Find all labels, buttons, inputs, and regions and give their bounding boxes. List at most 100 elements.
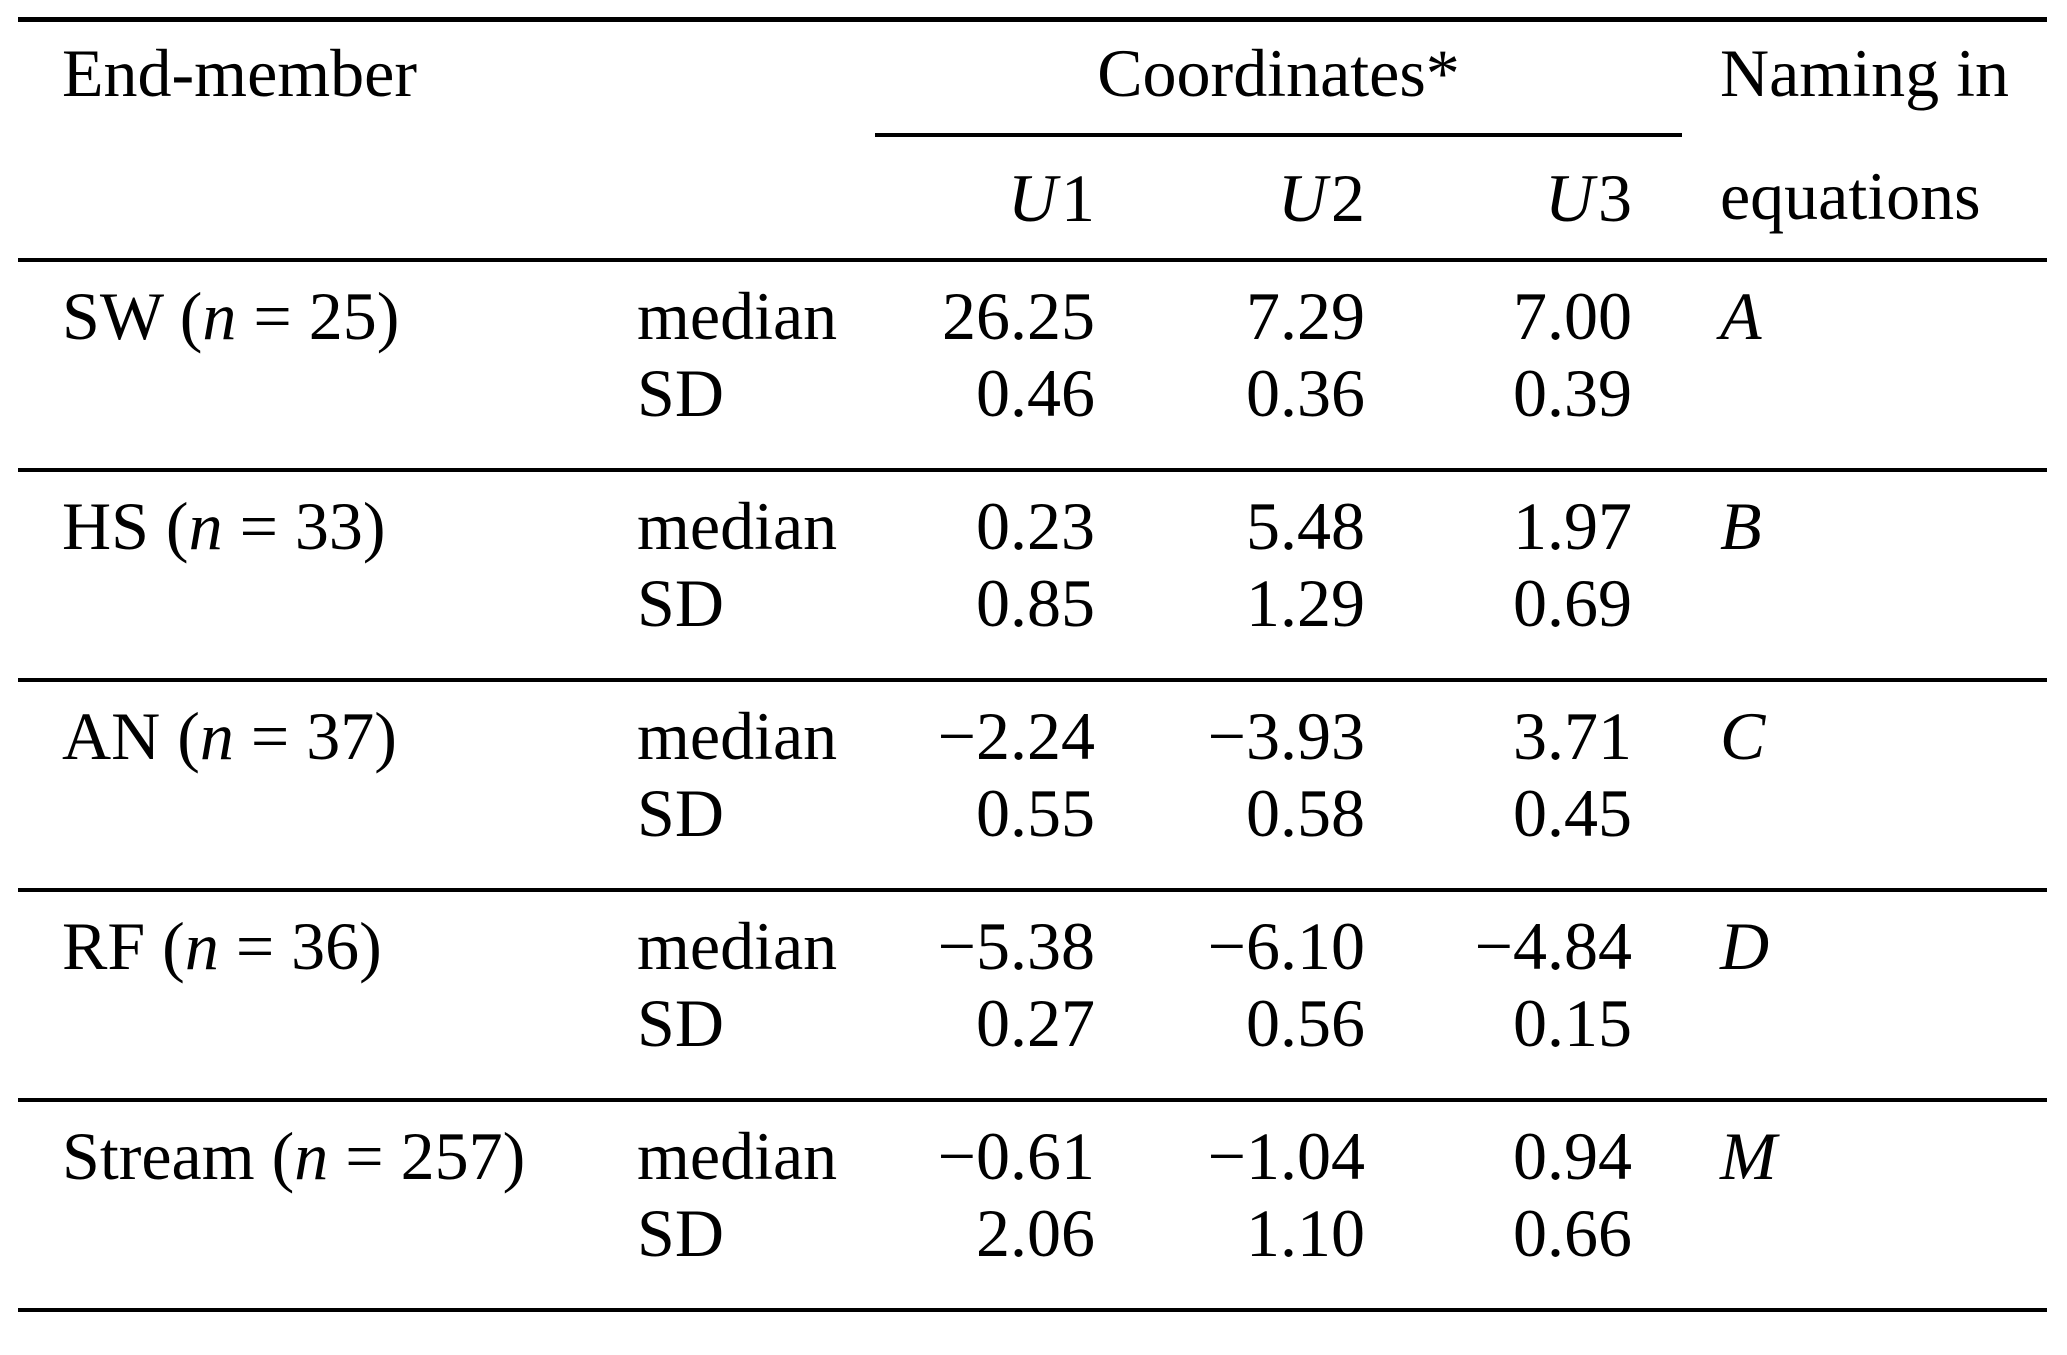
u2-column-header: U2 (1145, 134, 1415, 262)
table-row-rf-sd: SD 0.27 0.56 0.15 (18, 984, 2047, 1102)
empty-cell (1682, 354, 2047, 472)
label-text: Stream ( (62, 1117, 295, 1194)
u-number: 3 (1598, 159, 1632, 236)
u3-value: 0.69 (1415, 564, 1682, 682)
naming-header-line2: equations (1682, 134, 2047, 262)
label-text: HS ( (62, 487, 189, 564)
empty-cell (1682, 1194, 2047, 1312)
end-member-header: End-member (62, 35, 417, 111)
label-text: = 25) (236, 277, 400, 354)
stat-label-median: median (637, 1117, 838, 1194)
n-symbol: n (188, 487, 223, 564)
u3-value: 0.45 (1415, 774, 1682, 892)
empty-cell (18, 774, 600, 892)
end-member-label: Stream (n = 257) (18, 1100, 600, 1195)
u2-value: 0.58 (1145, 774, 1415, 892)
empty-cell (18, 1194, 600, 1312)
u2-value: 5.48 (1246, 487, 1365, 564)
end-member-label: SW (n = 25) (18, 260, 600, 355)
stat-label-median: median (637, 487, 838, 564)
n-symbol: n (199, 697, 234, 774)
stat-label-sd: SD (600, 564, 875, 682)
n-symbol: n (294, 1117, 329, 1194)
u3-column-header: U3 (1415, 134, 1682, 262)
u1-value: −0.61 (937, 1117, 1095, 1194)
empty-cell (1682, 774, 2047, 892)
empty-cell (1682, 564, 2047, 682)
label-text: SW ( (62, 277, 203, 354)
naming-value: D (1720, 907, 1770, 984)
table-row-hs-sd: SD 0.85 1.29 0.69 (18, 564, 2047, 682)
n-symbol: n (184, 907, 219, 984)
stat-label-median: median (637, 907, 838, 984)
label-text: = 37) (233, 697, 397, 774)
naming-header-line1: Naming in (1720, 35, 2009, 111)
label-text: = 36) (218, 907, 382, 984)
table-row-stream-sd: SD 2.06 1.10 0.66 (18, 1194, 2047, 1312)
u1-value: 26.25 (942, 277, 1095, 354)
stat-label-median: median (637, 697, 838, 774)
empty-cell (18, 354, 600, 472)
u2-value: 1.29 (1145, 564, 1415, 682)
u-letter: U (1007, 159, 1057, 236)
label-text: AN ( (62, 697, 200, 774)
u2-value: −1.04 (1207, 1117, 1365, 1194)
u1-value: 0.23 (976, 487, 1095, 564)
u3-value: 0.15 (1415, 984, 1682, 1102)
u3-value: 3.71 (1513, 697, 1632, 774)
empty-cell (1682, 984, 2047, 1102)
u3-value: 0.66 (1415, 1194, 1682, 1312)
label-text: RF ( (62, 907, 185, 984)
empty-cell (600, 20, 875, 135)
table-row-hs-median: HS (n = 33) median 0.23 5.48 1.97 B (18, 470, 2047, 565)
label-text: = 33) (222, 487, 386, 564)
empty-cell (600, 134, 875, 262)
stat-label-sd: SD (600, 1194, 875, 1312)
naming-value: M (1720, 1117, 1777, 1194)
u1-value: 0.46 (875, 354, 1145, 472)
table-row-sw-median: SW (n = 25) median 26.25 7.29 7.00 A (18, 260, 2047, 355)
naming-value: A (1720, 277, 1762, 354)
empty-cell (18, 134, 600, 262)
n-symbol: n (202, 277, 237, 354)
u-letter: U (1544, 159, 1594, 236)
label-text: = 257) (328, 1117, 526, 1194)
table-row-an-sd: SD 0.55 0.58 0.45 (18, 774, 2047, 892)
table-row-an-median: AN (n = 37) median −2.24 −3.93 3.71 C (18, 680, 2047, 775)
coordinates-group-header: Coordinates* (875, 19, 1682, 137)
table-row-stream-median: Stream (n = 257) median −0.61 −1.04 0.94… (18, 1100, 2047, 1195)
u3-value: 0.39 (1415, 354, 1682, 472)
u2-value: −6.10 (1207, 907, 1365, 984)
header-row-1: End-member Coordinates* Naming in (18, 19, 2047, 137)
u2-value: −3.93 (1207, 697, 1365, 774)
u2-value: 0.36 (1145, 354, 1415, 472)
table-row-sw-sd: SD 0.46 0.36 0.39 (18, 354, 2047, 472)
stat-label-median: median (637, 277, 838, 354)
naming-value: B (1720, 487, 1762, 564)
u2-value: 1.10 (1145, 1194, 1415, 1312)
stat-label-sd: SD (600, 354, 875, 472)
u2-value: 0.56 (1145, 984, 1415, 1102)
table-row-rf-median: RF (n = 36) median −5.38 −6.10 −4.84 D (18, 890, 2047, 985)
end-member-label: RF (n = 36) (18, 890, 600, 985)
header-row-2: U1 U2 U3 equations (18, 134, 2047, 262)
u1-value: 0.55 (875, 774, 1145, 892)
u3-value: 7.00 (1513, 277, 1632, 354)
u1-value: 0.27 (875, 984, 1145, 1102)
u-letter: U (1277, 159, 1327, 236)
end-member-coordinates-table: End-member Coordinates* Naming in U1 U2 … (18, 17, 2047, 1312)
u3-value: 1.97 (1513, 487, 1632, 564)
stat-label-sd: SD (600, 774, 875, 892)
u2-value: 7.29 (1246, 277, 1365, 354)
u-number: 1 (1061, 159, 1095, 236)
u1-value: −5.38 (937, 907, 1095, 984)
empty-cell (18, 984, 600, 1102)
u3-value: −4.84 (1474, 907, 1632, 984)
u1-value: 0.85 (875, 564, 1145, 682)
empty-cell (18, 564, 600, 682)
u1-value: 2.06 (875, 1194, 1145, 1312)
naming-value: C (1720, 697, 1766, 774)
end-member-label: HS (n = 33) (18, 470, 600, 565)
u3-value: 0.94 (1513, 1117, 1632, 1194)
